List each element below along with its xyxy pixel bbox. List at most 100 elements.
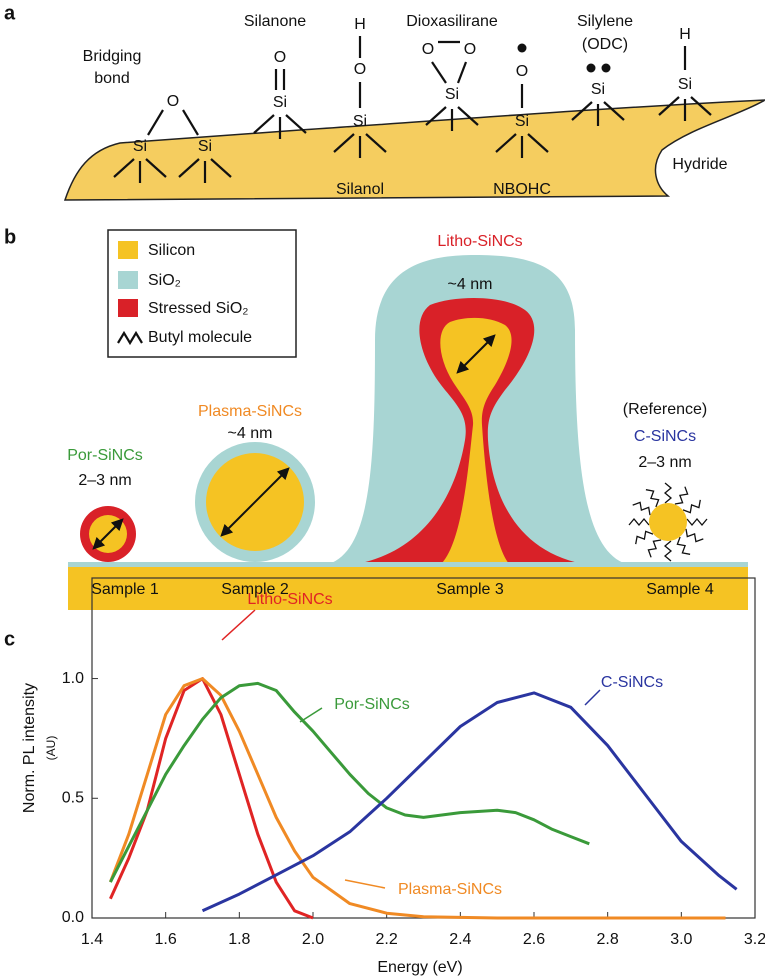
atom-label: H — [679, 26, 691, 43]
x-tick-label: 2.6 — [523, 931, 545, 948]
structure-label: Silylene — [577, 13, 633, 30]
silicon-core — [440, 317, 512, 565]
size-arrow — [220, 467, 290, 537]
legend-swatch — [117, 330, 143, 346]
y-tick-label: 0.5 — [62, 790, 84, 807]
butyl-molecule — [686, 517, 708, 527]
butyl-molecule — [632, 501, 651, 516]
bond — [658, 96, 680, 116]
series-label: Por-SiNCs — [334, 696, 410, 713]
atom-label: O — [422, 41, 434, 58]
atom-label: H — [354, 16, 366, 33]
radical-dots — [517, 43, 611, 73]
series-label: Litho-SiNCs — [247, 591, 332, 608]
atom-label: Si — [445, 86, 459, 103]
series-label: C-SiNCs — [601, 674, 663, 691]
y-tick-label: 1.0 — [62, 670, 84, 687]
legend-swatch — [118, 299, 138, 317]
stressed-shell — [350, 298, 590, 565]
atom-label: O — [354, 61, 366, 78]
leader-line — [584, 689, 601, 706]
bond — [178, 158, 200, 178]
legend-label: Stressed SiO₂ — [148, 300, 248, 317]
panel-label: a — [4, 2, 16, 24]
butyl-molecule — [685, 528, 704, 543]
panel-a: a O Si Si O Si H O Si O O Si O Si Si H Si Bridging bond… — [4, 2, 765, 201]
butyl-ligands — [628, 482, 708, 562]
bond — [425, 106, 447, 126]
legend-label: SiO₂ — [148, 272, 181, 289]
butyl-molecule — [628, 517, 650, 527]
bond — [145, 158, 167, 178]
structure-label: bond — [94, 70, 130, 87]
atom-label: Si — [591, 81, 605, 98]
x-tick-label: 2.0 — [302, 931, 324, 948]
structure-label: Silanol — [336, 181, 384, 198]
butyl-molecule — [647, 539, 662, 558]
bond — [457, 106, 479, 126]
series-line — [108, 677, 726, 920]
structure-label: NBOHC — [493, 181, 551, 198]
sample-label: (Reference) — [623, 401, 707, 418]
sample-name: Sample 4 — [646, 581, 714, 598]
leader-line — [344, 879, 386, 889]
atom-label: O — [464, 41, 476, 58]
legend-label: Butyl molecule — [148, 329, 252, 346]
atom-label: Si — [515, 113, 529, 130]
bond — [113, 158, 135, 178]
plot-frame — [91, 577, 756, 919]
size-label: 2–3 nm — [638, 454, 691, 471]
atom-label: O — [274, 49, 286, 66]
atom-label: Si — [273, 94, 287, 111]
atom-label: Si — [678, 76, 692, 93]
butyl-molecule — [676, 536, 691, 555]
structure-label: Bridging — [83, 48, 142, 65]
substrate — [68, 567, 748, 610]
butyl-molecule — [635, 530, 654, 545]
bonds — [147, 36, 687, 136]
butyl-molecule — [645, 489, 660, 508]
leader-line — [221, 609, 256, 641]
x-tick-label: 1.4 — [81, 931, 103, 948]
atom-label: O — [167, 93, 179, 110]
x-tick-label: 1.6 — [155, 931, 177, 948]
legend-swatch — [118, 271, 138, 289]
series-line — [109, 681, 590, 883]
butyl-molecule — [674, 486, 689, 505]
size-arrow — [92, 518, 124, 550]
x-tick-label: 2.2 — [376, 931, 398, 948]
y-tick-label: 0.0 — [62, 909, 84, 926]
sample-label: Litho-SiNCs — [437, 233, 522, 250]
series-line — [201, 691, 738, 913]
x-tick-label: 1.8 — [228, 931, 250, 948]
bond — [253, 114, 275, 134]
bond — [285, 114, 307, 134]
nanocrystal-core — [649, 503, 687, 541]
size-arrow — [456, 334, 496, 374]
butyl-molecule — [663, 482, 673, 504]
x-tick-label: 3.2 — [744, 931, 765, 948]
structure-label: Hydride — [672, 156, 727, 173]
atom-label: Si — [353, 113, 367, 130]
sample-name: Sample 1 — [91, 581, 159, 598]
bond — [603, 101, 625, 121]
y-axis-unit: (AU) — [44, 736, 58, 761]
sample-label: Plasma-SiNCs — [198, 403, 302, 420]
series-label: Plasma-SiNCs — [398, 881, 502, 898]
panel-c: c Energy (eV) Norm. PL intensity (AU) 1.… — [4, 577, 765, 976]
size-label: ~4 nm — [228, 425, 273, 442]
y-axis-title: Norm. PL intensity — [21, 683, 38, 813]
sample-name: Sample 2 — [221, 581, 289, 598]
sample-label: C-SiNCs — [634, 428, 696, 445]
panel-label: c — [4, 628, 15, 650]
structure-label: Dioxasilirane — [406, 13, 498, 30]
legend-swatch — [118, 241, 138, 259]
bond — [571, 101, 593, 121]
size-label: ~4 nm — [448, 276, 493, 293]
structure-label: Silanone — [244, 13, 306, 30]
butyl-molecule — [682, 499, 701, 514]
surface — [63, 99, 765, 201]
bond — [527, 133, 549, 153]
x-tick-label: 2.8 — [597, 931, 619, 948]
